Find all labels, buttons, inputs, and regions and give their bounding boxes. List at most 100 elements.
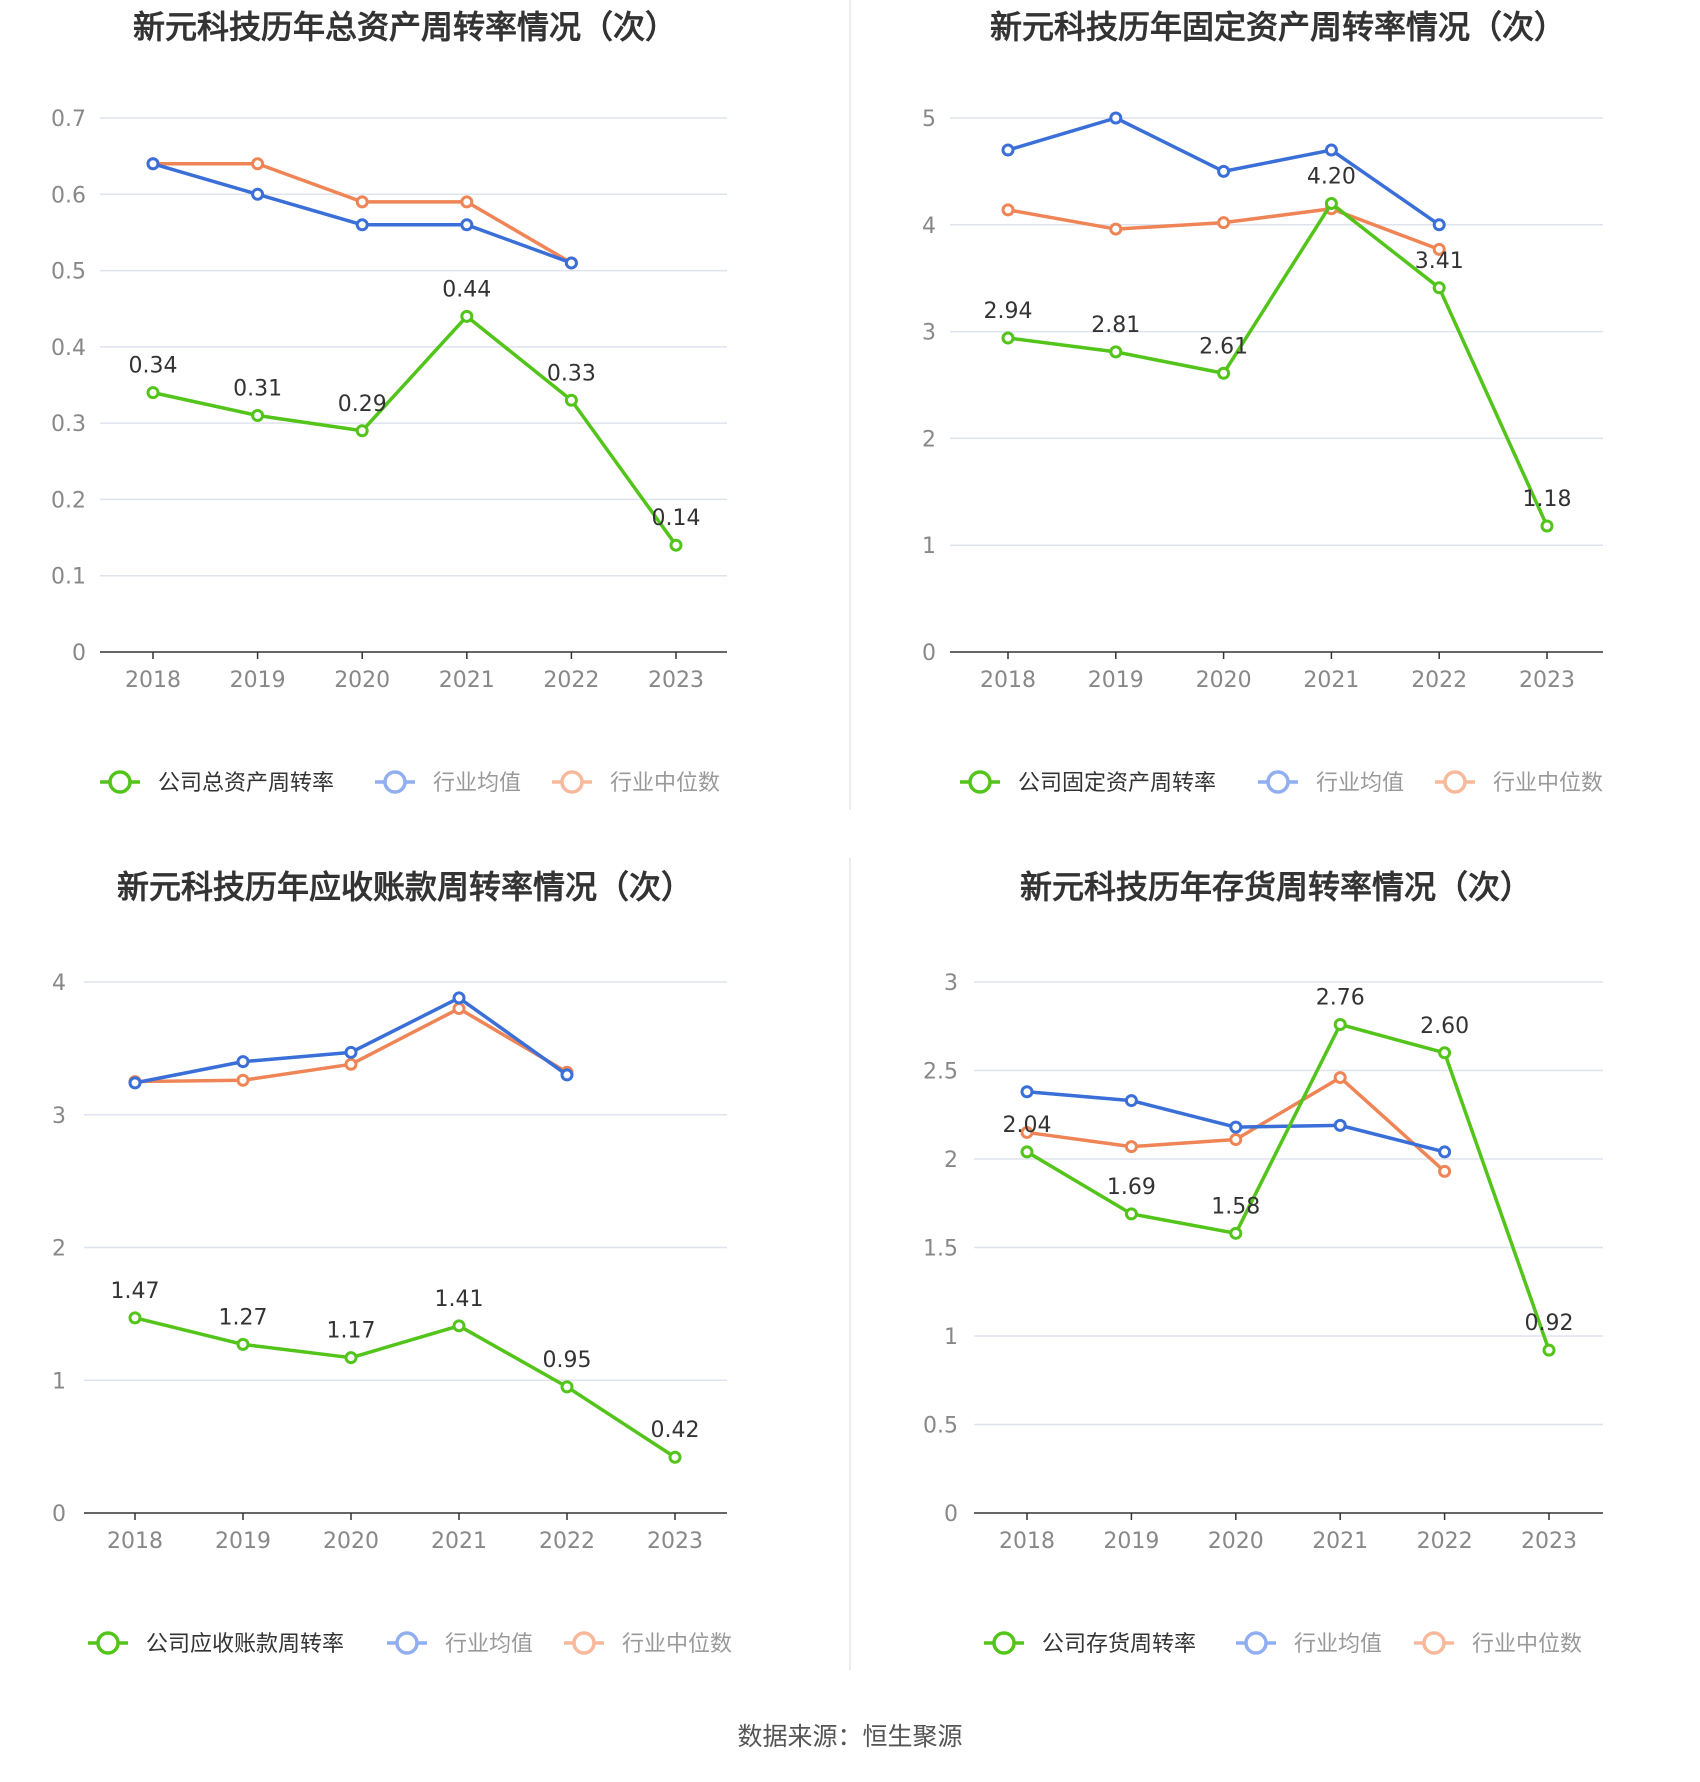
chart1-x-tick-2019: 2019 bbox=[230, 668, 286, 693]
chart2-point-company-2023 bbox=[1540, 519, 1554, 533]
chart2-y-tick-2: 2 bbox=[922, 427, 936, 452]
chart2-legend-label-company: 公司固定资产周转率 bbox=[1018, 771, 1216, 796]
chart4-y-tick-1: 1 bbox=[944, 1325, 958, 1350]
chart1-point-mean-2018 bbox=[146, 157, 160, 171]
chart4-y-tick-0: 0 bbox=[944, 1502, 958, 1527]
chart2-point-company-2021 bbox=[1324, 196, 1338, 210]
chart1-point-company-2023 bbox=[669, 538, 683, 552]
chart3-data-label-2021: 1.41 bbox=[435, 1287, 484, 1312]
chart4-x-tick-2021: 2021 bbox=[1312, 1529, 1368, 1554]
chart3-point-company-2022 bbox=[560, 1380, 574, 1394]
chart1-legend-label-company: 公司总资产周转率 bbox=[158, 771, 334, 796]
chart2-x-tick-2020: 2020 bbox=[1196, 668, 1252, 693]
chart1-y-tick-0.2: 0.2 bbox=[51, 488, 86, 513]
chart1-point-median-2021 bbox=[460, 195, 474, 209]
chart2-point-median-2022 bbox=[1432, 242, 1446, 256]
chart1-point-mean-2020 bbox=[355, 218, 369, 232]
chart1-point-company-2020 bbox=[355, 424, 369, 438]
chart2-point-mean-2022 bbox=[1432, 218, 1446, 232]
chart3-y-tick-4: 4 bbox=[52, 971, 66, 996]
chart4-legend-marker-mean bbox=[1244, 1631, 1268, 1655]
chart3-data-label-2019: 1.27 bbox=[219, 1305, 268, 1330]
chart4-point-median-2018 bbox=[1020, 1125, 1034, 1139]
chart4-legend-marker-median bbox=[1422, 1631, 1446, 1655]
chart3-title: 新元科技历年应收账款周转率情况（次） bbox=[117, 868, 693, 906]
chart1-point-company-2018 bbox=[146, 386, 160, 400]
chart3-x-tick-2018: 2018 bbox=[107, 1529, 163, 1554]
chart1-data-label-2018: 0.34 bbox=[129, 354, 178, 379]
chart3-point-company-2018 bbox=[128, 1311, 142, 1325]
chart3-data-label-2023: 0.42 bbox=[651, 1418, 700, 1443]
chart4-data-label-2022: 2.60 bbox=[1420, 1014, 1469, 1039]
chart2-point-mean-2020 bbox=[1217, 164, 1231, 178]
chart1-x-tick-2022: 2022 bbox=[543, 668, 599, 693]
chart2-point-company-2018 bbox=[1001, 331, 1015, 345]
chart3-legend-marker-mean bbox=[395, 1631, 419, 1655]
chart1-legend-marker-company bbox=[108, 770, 132, 794]
chart2-data-label-2023: 1.18 bbox=[1523, 487, 1572, 512]
chart2-y-tick-1: 1 bbox=[922, 534, 936, 559]
chart4-point-mean-2019 bbox=[1124, 1094, 1138, 1108]
chart4-data-label-2020: 1.58 bbox=[1211, 1194, 1260, 1219]
chart4-x-tick-2022: 2022 bbox=[1417, 1529, 1473, 1554]
chart2-point-mean-2019 bbox=[1109, 111, 1123, 125]
chart3-y-tick-3: 3 bbox=[52, 1104, 66, 1129]
chart1-y-tick-0.5: 0.5 bbox=[51, 260, 86, 285]
chart1-y-tick-0.6: 0.6 bbox=[51, 183, 86, 208]
chart3-x-tick-2020: 2020 bbox=[323, 1529, 379, 1554]
chart2-line-company bbox=[1007, 201, 1549, 527]
chart1-point-mean-2019 bbox=[251, 187, 265, 201]
chart3-y-tick-0: 0 bbox=[52, 1502, 66, 1527]
chart4-point-median-2022 bbox=[1438, 1164, 1452, 1178]
chart4-point-mean-2018 bbox=[1020, 1085, 1034, 1099]
chart2-y-tick-4: 4 bbox=[922, 214, 936, 239]
chart4-legend-label-company: 公司存货周转率 bbox=[1042, 1632, 1196, 1657]
chart2-x-tick-2019: 2019 bbox=[1088, 668, 1144, 693]
chart1-data-label-2020: 0.29 bbox=[338, 392, 387, 417]
chart2-legend-label-mean: 行业均值 bbox=[1316, 771, 1404, 796]
chart4-point-median-2019 bbox=[1124, 1140, 1138, 1154]
chart4-data-label-2021: 2.76 bbox=[1316, 985, 1365, 1010]
chart1-point-median-2019 bbox=[251, 157, 265, 171]
chart1-y-tick-0.3: 0.3 bbox=[51, 412, 86, 437]
chart2-title: 新元科技历年固定资产周转率情况（次） bbox=[990, 8, 1566, 46]
chart3-x-tick-2023: 2023 bbox=[647, 1529, 703, 1554]
chart4-y-tick-3: 3 bbox=[944, 971, 958, 996]
chart2-x-tick-2018: 2018 bbox=[980, 668, 1036, 693]
chart1-x-tick-2021: 2021 bbox=[439, 668, 495, 693]
chart4-y-tick-1.5: 1.5 bbox=[923, 1237, 958, 1262]
chart2-point-mean-2021 bbox=[1324, 143, 1338, 157]
chart4-legend-label-mean: 行业均值 bbox=[1294, 1632, 1382, 1657]
chart3-point-median-2020 bbox=[344, 1057, 358, 1071]
chart4-y-tick-0.5: 0.5 bbox=[923, 1414, 958, 1439]
chart2-data-label-2020: 2.61 bbox=[1199, 334, 1248, 359]
chart3-point-mean-2022 bbox=[560, 1068, 574, 1082]
chart4-point-company-2019 bbox=[1124, 1207, 1138, 1221]
chart1-point-company-2019 bbox=[251, 409, 265, 423]
chart4-point-median-2021 bbox=[1333, 1071, 1347, 1085]
chart4-y-tick-2: 2 bbox=[944, 1148, 958, 1173]
chart1-data-label-2019: 0.31 bbox=[233, 377, 282, 402]
chart2-data-label-2021: 4.20 bbox=[1307, 164, 1356, 189]
chart2-y-tick-0: 0 bbox=[922, 641, 936, 666]
chart3-legend-label-mean: 行业均值 bbox=[445, 1632, 533, 1657]
chart4-legend-marker-company bbox=[992, 1631, 1016, 1655]
chart4-x-tick-2023: 2023 bbox=[1521, 1529, 1577, 1554]
chart4-point-mean-2022 bbox=[1438, 1145, 1452, 1159]
chart1-x-tick-2020: 2020 bbox=[334, 668, 390, 693]
chart4-y-tick-2.5: 2.5 bbox=[923, 1060, 958, 1085]
chart3-x-tick-2019: 2019 bbox=[215, 1529, 271, 1554]
chart3-point-mean-2018 bbox=[128, 1076, 142, 1090]
chart4-data-label-2018: 2.04 bbox=[1003, 1113, 1052, 1138]
chart3-point-company-2019 bbox=[236, 1337, 250, 1351]
chart3-legend-label-company: 公司应收账款周转率 bbox=[146, 1632, 344, 1657]
chart4-data-label-2023: 0.92 bbox=[1525, 1311, 1574, 1336]
chart2-legend-label-median: 行业中位数 bbox=[1493, 771, 1603, 796]
chart1-point-company-2021 bbox=[460, 309, 474, 323]
chart2-point-median-2018 bbox=[1001, 203, 1015, 217]
chart4-x-tick-2018: 2018 bbox=[999, 1529, 1055, 1554]
chart4-x-tick-2019: 2019 bbox=[1103, 1529, 1159, 1554]
chart3-point-mean-2019 bbox=[236, 1055, 250, 1069]
chart3-y-tick-1: 1 bbox=[52, 1369, 66, 1394]
